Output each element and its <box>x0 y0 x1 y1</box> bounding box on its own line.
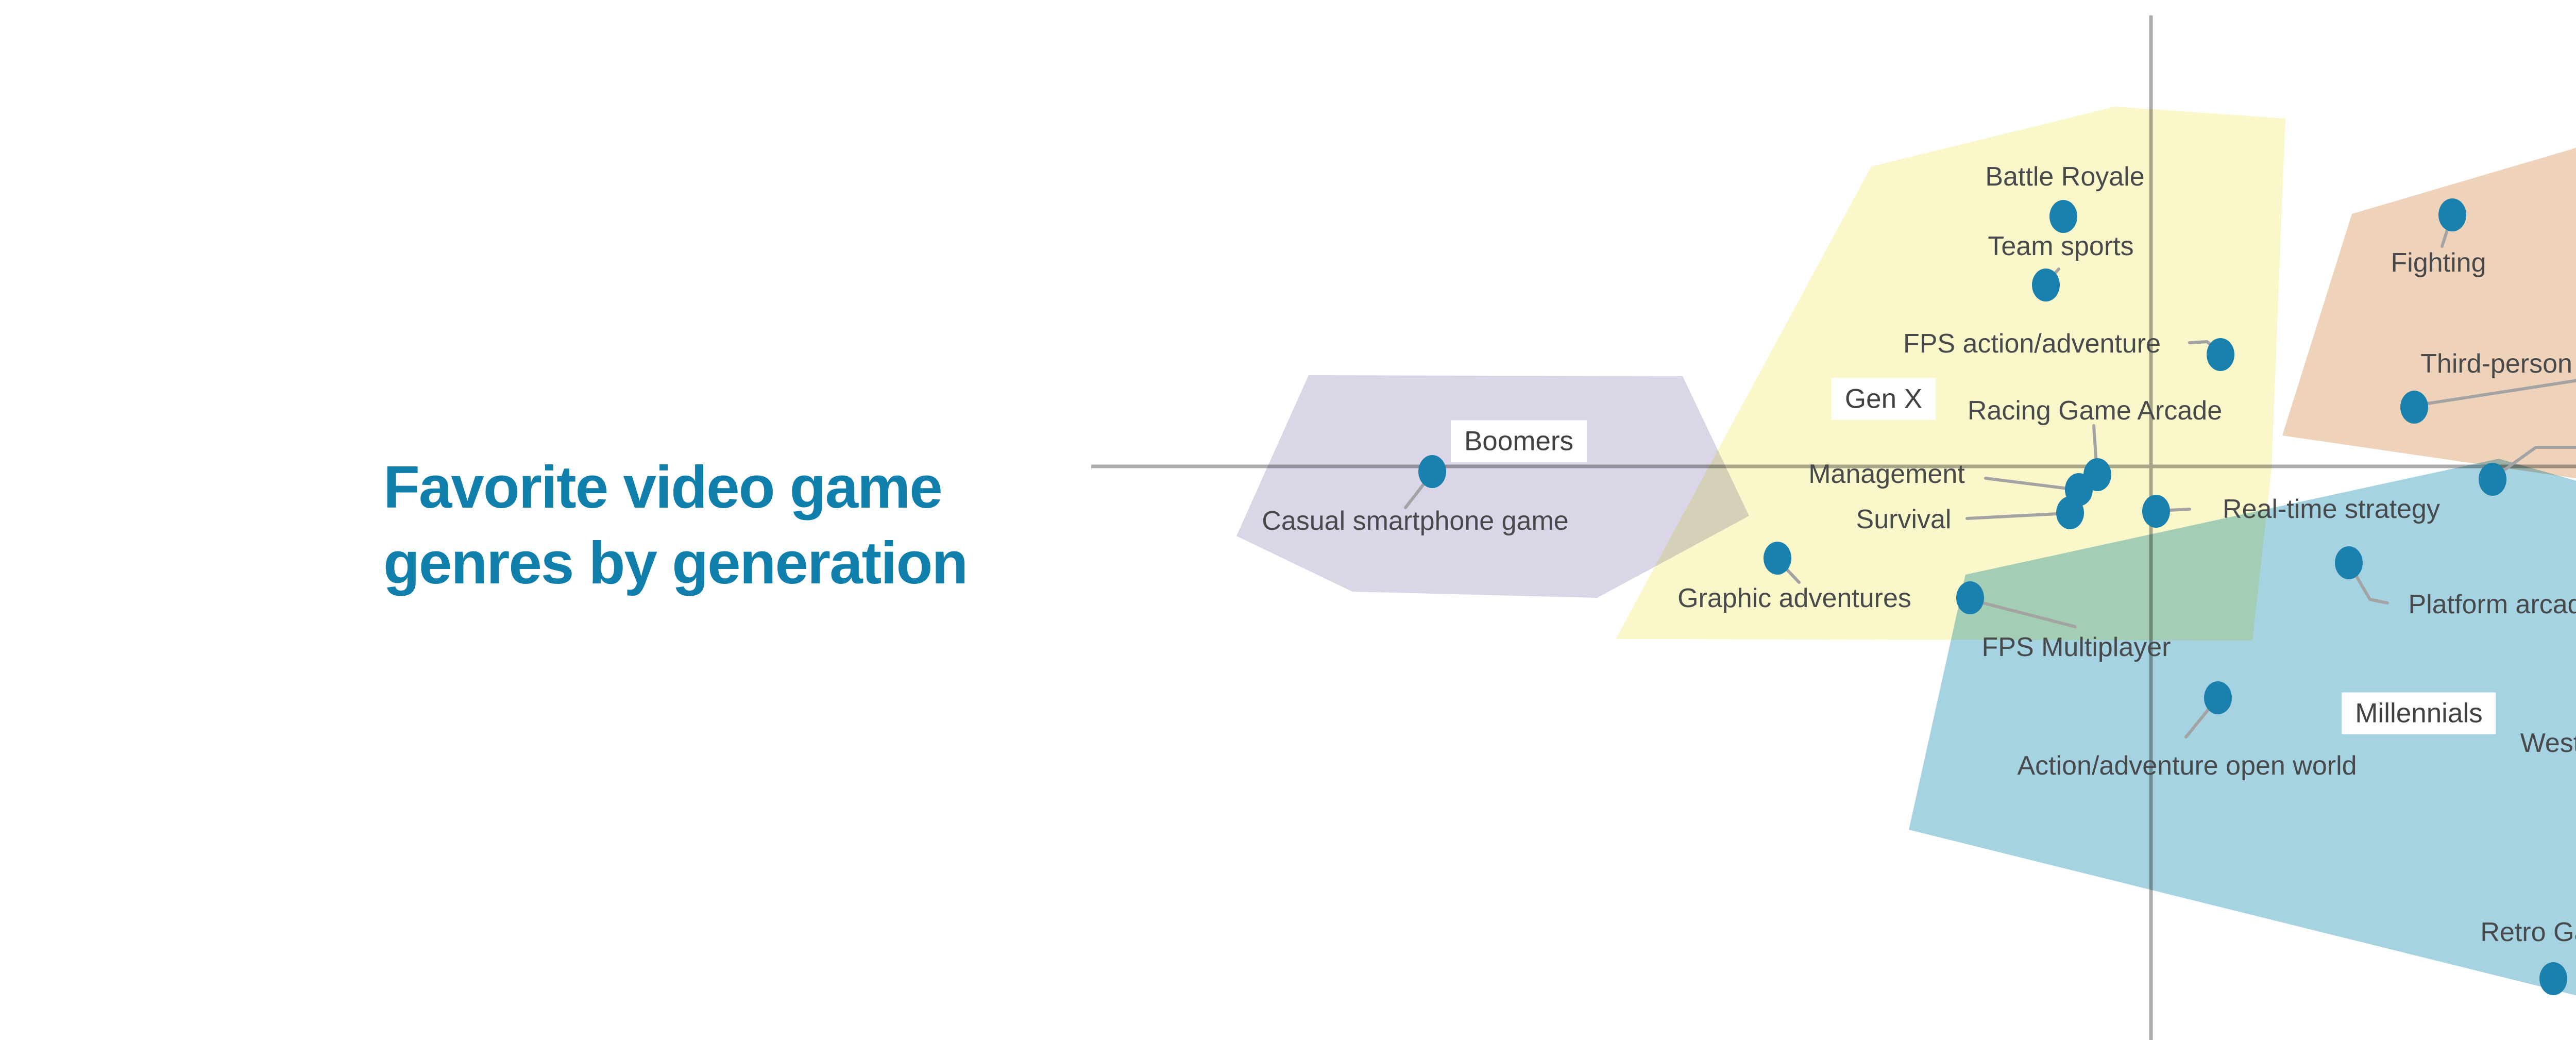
generation-label-millennials: Millennials <box>2342 692 2496 734</box>
region-gen-x <box>1616 107 2285 641</box>
point-label-fps-action-adventure: FPS action/adventure <box>1903 329 2161 359</box>
point-label-real-time-strategy: Real-time strategy <box>2223 494 2440 524</box>
data-point-battle-royale <box>2049 200 2077 233</box>
data-point-platform-arcade <box>2335 546 2363 579</box>
chart-title-line2: genres by generation <box>383 529 968 597</box>
chart-title: Favorite video game genres by generation <box>383 449 968 601</box>
data-point-graphic-adventures <box>1764 542 1791 575</box>
generation-label-boomers: Boomers <box>1450 420 1587 462</box>
data-point-casual-smartphone-game <box>1418 455 1446 488</box>
connector-fps-multiplayer <box>1970 598 2077 628</box>
point-label-fps-multiplayer: FPS Multiplayer <box>1981 632 2171 662</box>
point-label-retro-game: Retro Game <box>2480 917 2576 947</box>
connector-real-time-strategy <box>2168 508 2191 512</box>
point-label-fighting: Fighting <box>2391 248 2486 278</box>
connector-rhythm-game <box>2494 446 2576 478</box>
connector-platform-arcade <box>2349 564 2389 605</box>
point-label-battle-royale: Battle Royale <box>1985 162 2145 192</box>
connector-survival <box>1965 512 2069 520</box>
data-point-fps-multiplayer <box>1956 581 1984 614</box>
point-label-racing-game-arcade: Racing Game Arcade <box>1967 396 2223 426</box>
point-label-western-role-play: Western role-play <box>2520 728 2576 758</box>
point-label-third-person-action-adventure: Third-person action/adventure <box>2420 349 2576 379</box>
region-boomers <box>1236 375 1749 598</box>
data-point-team-sports <box>2032 269 2060 301</box>
point-label-management: Management <box>1808 459 1965 489</box>
point-label-action-adventure-open-world: Action/adventure open world <box>2017 751 2357 781</box>
chart-title-line1: Favorite video game <box>383 454 943 521</box>
point-label-graphic-adventures: Graphic adventures <box>1677 583 1911 613</box>
point-label-casual-smartphone-game: Casual smartphone game <box>1262 506 1569 536</box>
data-point-third-person-action-adventure <box>2400 391 2428 424</box>
region-zillennials-genz <box>2282 147 2576 479</box>
region-millennials <box>1909 459 2576 996</box>
point-label-team-sports: Team sports <box>1988 231 2134 261</box>
data-point-action-adventure-open-world <box>2204 681 2232 714</box>
data-point-rhythm-game <box>2479 463 2506 496</box>
connector-management <box>1984 477 2078 491</box>
data-point-fps-action-adventure <box>2207 338 2234 371</box>
point-label-survival: Survival <box>1856 505 1952 534</box>
point-label-platform-arcade: Platform arcade <box>2408 590 2576 619</box>
data-point-fighting <box>2438 198 2466 231</box>
connector-third-person-action-adventure <box>2416 379 2576 407</box>
generation-label-gen-x: Gen X <box>1831 378 1936 420</box>
data-point-survival <box>2056 496 2084 529</box>
data-point-retro-game <box>2539 962 2567 995</box>
data-point-real-time-strategy <box>2142 495 2170 528</box>
